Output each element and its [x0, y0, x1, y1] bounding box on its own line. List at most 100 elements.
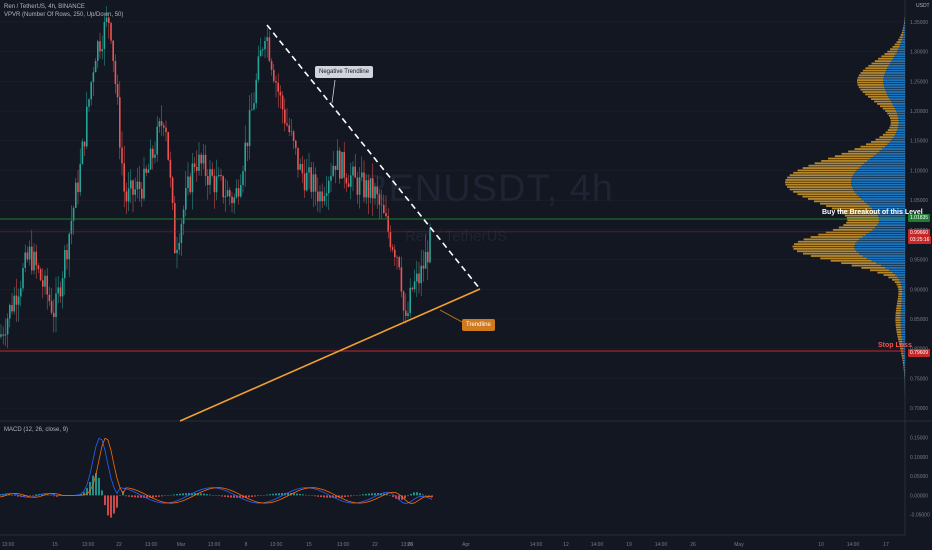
- candle-body: [380, 204, 383, 206]
- candle-body: [42, 280, 44, 287]
- vpvr-bar-up: [884, 145, 905, 148]
- candle-body: [295, 140, 297, 148]
- macd-tick: 0.00000: [910, 493, 928, 499]
- candle-body: [31, 246, 33, 271]
- candle-body: [314, 174, 317, 192]
- vpvr-bar-down: [898, 288, 902, 291]
- vpvr-bar-up: [887, 93, 905, 96]
- vpvr-bar-up: [903, 352, 905, 355]
- vpvr-bar-down: [802, 167, 859, 169]
- candle-body: [112, 40, 114, 62]
- vpvr-bar-up: [851, 176, 905, 179]
- vpvr-bar-down: [903, 366, 905, 369]
- trendlines: [179, 24, 481, 422]
- macd-histogram-bar: [344, 495, 346, 498]
- candle-body: [2, 334, 4, 336]
- vpvr-bar-down: [813, 200, 865, 203]
- vpvr-bar-down: [887, 129, 898, 131]
- vpvr-bar-up: [898, 48, 905, 51]
- vpvr-bar-up: [851, 186, 905, 188]
- trendline-callout[interactable]: Trendline: [462, 319, 495, 331]
- buy-level-label: Buy the Breakout of this Level: [822, 209, 923, 216]
- vpvr-bar-up: [901, 283, 905, 286]
- macd-histogram-bar: [287, 492, 289, 496]
- candle-body: [275, 81, 277, 83]
- macd-histogram-bar: [14, 495, 16, 496]
- vpvr-bar-down: [847, 219, 880, 222]
- time-tick: 13:00: [2, 542, 15, 548]
- time-tick: 13:00: [337, 542, 350, 548]
- vpvr-bar-up: [871, 259, 905, 262]
- macd-histogram-bar: [275, 493, 277, 496]
- macd-histogram-bar: [35, 494, 37, 496]
- vpvr-bar-down: [903, 371, 905, 374]
- candle-body: [356, 177, 359, 195]
- macd-histogram-bar: [386, 494, 388, 496]
- vpvr-bar-down: [898, 38, 902, 41]
- candle-body: [178, 242, 180, 250]
- vpvr-bar-down: [870, 269, 890, 272]
- vpvr-bar-down: [901, 352, 904, 355]
- vpvr-bar-down: [902, 359, 904, 362]
- candle-body: [121, 147, 123, 164]
- macd-histogram-bar: [161, 495, 163, 497]
- vpvr-bar-up: [867, 160, 905, 162]
- macd-histogram-bar: [353, 495, 355, 496]
- vpvr-bar-down: [903, 22, 905, 24]
- vpvr-bar-up: [904, 366, 905, 369]
- symbol-legend[interactable]: Ren / TetherUS, 4h, BINANCE: [4, 4, 85, 10]
- vpvr-bar-up: [865, 233, 905, 236]
- time-tick: 22: [372, 542, 378, 548]
- candle-body: [391, 247, 394, 250]
- macd-histogram-bar: [362, 494, 364, 496]
- candle-body: [332, 165, 334, 176]
- macd-histogram-bar: [380, 493, 382, 496]
- vpvr-bar-up: [850, 181, 905, 184]
- candle-body: [123, 163, 125, 192]
- vpvr-bar-up: [869, 231, 905, 234]
- candle-body: [202, 154, 205, 164]
- candle-body: [154, 154, 156, 158]
- negative-trendline-callout[interactable]: Negative Trendline: [315, 66, 374, 78]
- vpvr-bar-down: [861, 266, 886, 269]
- vpvr-bar-up: [900, 321, 905, 324]
- vpvr-bar-up: [856, 193, 905, 196]
- candle-body: [6, 318, 9, 335]
- price-tick: 1.35000: [910, 20, 928, 26]
- candle-body: [50, 301, 53, 313]
- stop-loss-label: Stop Loss: [878, 342, 912, 349]
- vpvr-bar-down: [792, 245, 855, 248]
- macd-legend[interactable]: MACD (12, 26, close, 9): [4, 427, 69, 433]
- candle-body: [273, 69, 275, 82]
- macd-histogram-bar: [230, 495, 232, 498]
- vpvr-bar-up: [884, 74, 905, 77]
- vpvr-bar-down: [814, 162, 865, 165]
- vpvr-bar-down: [885, 110, 897, 112]
- vpvr-bar-up: [900, 316, 905, 319]
- vpvr-bar-up: [856, 240, 905, 243]
- candle-body: [17, 296, 20, 305]
- price-tick: 0.90000: [910, 287, 928, 293]
- candle-body: [24, 252, 26, 268]
- macd-histogram-bar: [359, 494, 361, 496]
- candle-body: [270, 60, 273, 70]
- vpvr-legend[interactable]: VPVR (Number Of Rows, 250, Up/Down, 50): [4, 12, 124, 18]
- macd-histogram-bar: [8, 494, 10, 496]
- candle-body: [264, 40, 266, 50]
- candle-body: [299, 163, 301, 170]
- vpvr-bar-up: [903, 29, 905, 32]
- candle-body: [385, 213, 387, 217]
- candle-body: [152, 148, 154, 158]
- candle-body: [286, 123, 288, 126]
- price-tick: 1.10000: [910, 168, 928, 174]
- candle-body: [134, 189, 136, 195]
- macd-histogram-bar: [365, 493, 367, 496]
- macd-histogram-bar: [224, 495, 226, 497]
- macd-histogram-bar: [326, 495, 328, 498]
- vpvr-bar-down: [887, 50, 898, 53]
- candle-body: [55, 293, 57, 318]
- macd-histogram-bar: [134, 495, 136, 498]
- vpvr-bar-down: [828, 157, 871, 160]
